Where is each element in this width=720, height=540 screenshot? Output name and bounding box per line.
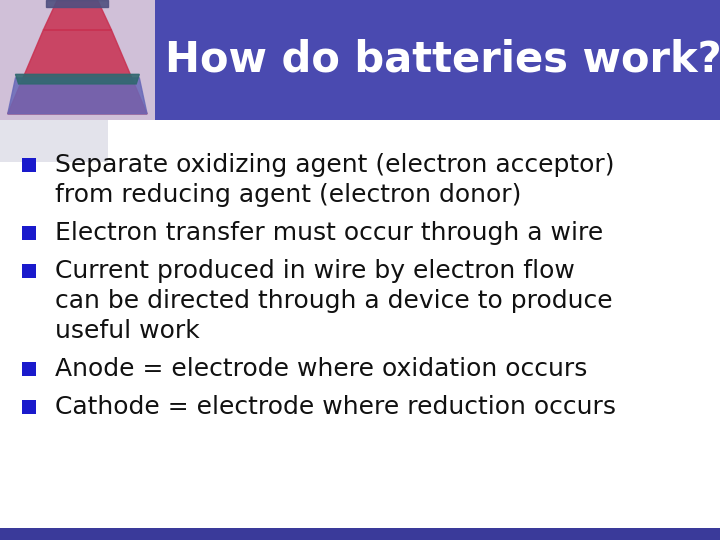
Bar [0,0,720,120]
Text: Current produced in wire by electron flow: Current produced in wire by electron flo… [55,259,575,283]
Bar [0,120,108,162]
Text: Electron transfer must occur through a wire: Electron transfer must occur through a w… [55,221,603,245]
Bar [22,400,36,414]
Polygon shape [8,30,147,114]
Polygon shape [16,75,140,84]
Text: useful work: useful work [55,319,199,343]
Text: Cathode = electrode where reduction occurs: Cathode = electrode where reduction occu… [55,395,616,419]
Text: How do batteries work?: How do batteries work? [165,39,720,81]
Bar [0,528,720,540]
Polygon shape [47,0,108,7]
Bar [0,0,155,120]
Text: can be directed through a device to produce: can be directed through a device to prod… [55,289,613,313]
Polygon shape [43,0,112,30]
Bar [22,264,36,278]
Text: Separate oxidizing agent (electron acceptor): Separate oxidizing agent (electron accep… [55,153,614,177]
Polygon shape [8,78,147,114]
Text: from reducing agent (electron donor): from reducing agent (electron donor) [55,183,521,207]
Text: Anode = electrode where oxidation occurs: Anode = electrode where oxidation occurs [55,357,588,381]
Bar [22,362,36,376]
Bar [22,158,36,172]
Bar [22,226,36,240]
